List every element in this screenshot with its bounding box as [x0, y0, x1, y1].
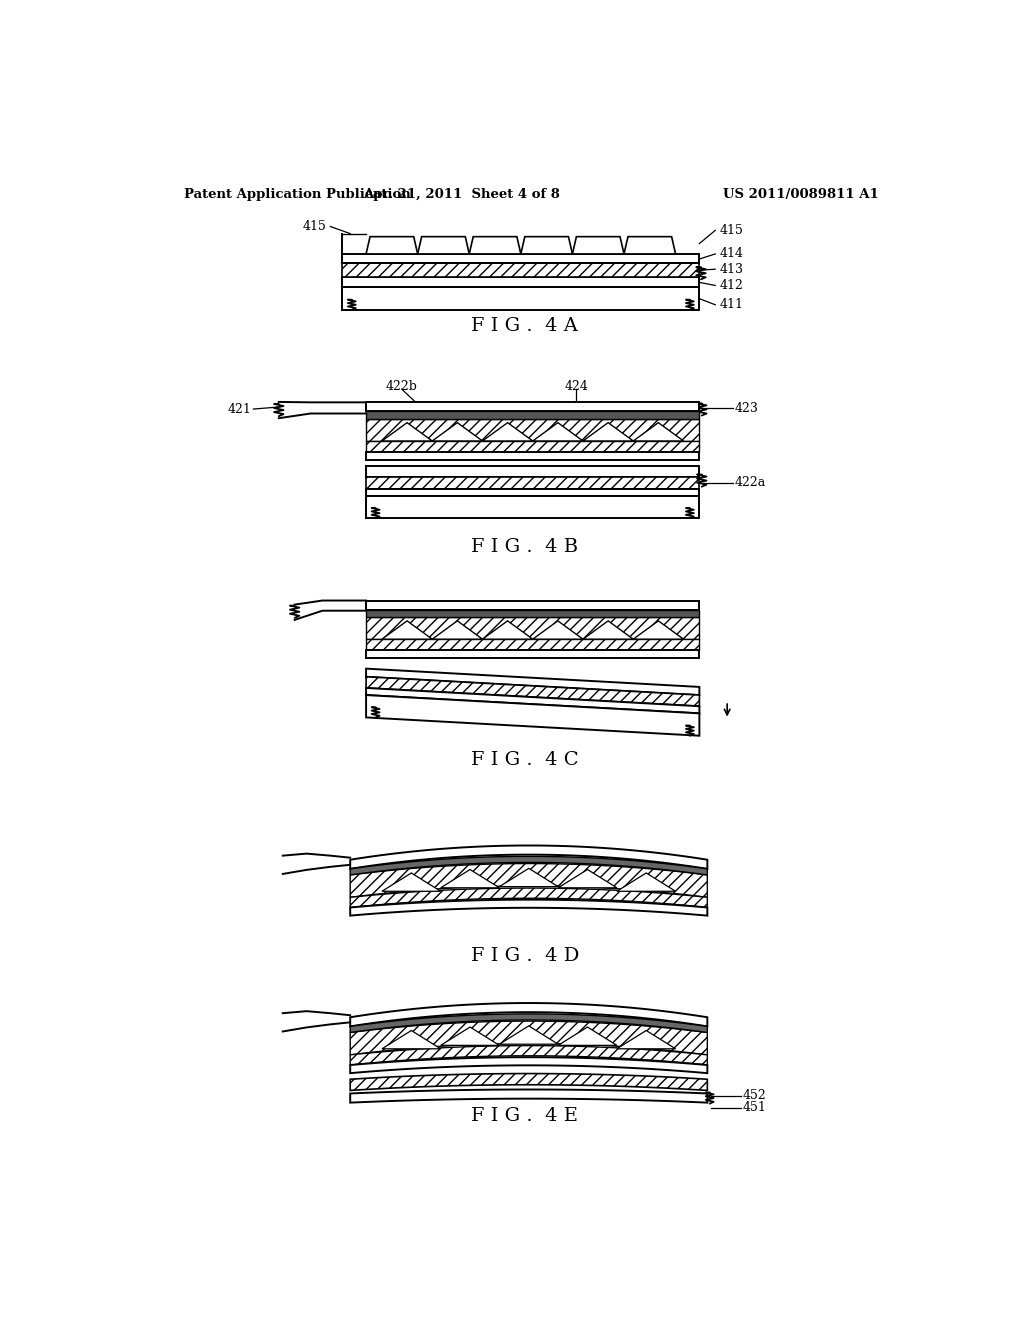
- Bar: [367, 616, 699, 639]
- Polygon shape: [558, 1027, 616, 1045]
- Polygon shape: [583, 422, 633, 441]
- Polygon shape: [350, 888, 708, 907]
- Polygon shape: [572, 236, 624, 253]
- Polygon shape: [367, 669, 699, 696]
- Bar: [367, 496, 699, 519]
- Bar: [367, 441, 699, 453]
- Text: F I G .  4 C: F I G . 4 C: [471, 751, 579, 770]
- Polygon shape: [469, 236, 521, 253]
- Bar: [342, 277, 699, 288]
- Polygon shape: [382, 873, 440, 891]
- Polygon shape: [500, 869, 558, 887]
- Polygon shape: [350, 1003, 708, 1027]
- Polygon shape: [350, 1057, 708, 1073]
- Polygon shape: [350, 1014, 708, 1032]
- Text: 452: 452: [743, 1089, 767, 1102]
- Text: 411: 411: [719, 298, 743, 312]
- Polygon shape: [616, 1031, 676, 1049]
- Text: F I G .  4 B: F I G . 4 B: [471, 537, 579, 556]
- Polygon shape: [521, 236, 572, 253]
- Bar: [367, 610, 699, 616]
- Polygon shape: [440, 870, 500, 888]
- Polygon shape: [350, 1089, 708, 1102]
- Polygon shape: [482, 422, 532, 441]
- Polygon shape: [624, 236, 676, 253]
- Polygon shape: [350, 857, 708, 875]
- Bar: [367, 601, 699, 610]
- Bar: [367, 477, 699, 488]
- Text: 414: 414: [719, 247, 743, 260]
- Text: F I G .  4 D: F I G . 4 D: [471, 948, 579, 965]
- Text: 423: 423: [735, 401, 759, 414]
- Polygon shape: [367, 688, 699, 713]
- Polygon shape: [350, 1045, 708, 1065]
- Bar: [342, 288, 699, 310]
- Polygon shape: [382, 422, 432, 441]
- Bar: [367, 418, 699, 441]
- Polygon shape: [440, 1027, 500, 1045]
- Text: 422b: 422b: [386, 380, 418, 392]
- Text: F I G .  4 E: F I G . 4 E: [471, 1107, 579, 1125]
- Polygon shape: [500, 1026, 558, 1044]
- Bar: [367, 488, 699, 496]
- Bar: [367, 403, 699, 412]
- Text: Apr. 21, 2011  Sheet 4 of 8: Apr. 21, 2011 Sheet 4 of 8: [362, 189, 560, 202]
- Bar: [342, 263, 699, 277]
- Text: 424: 424: [564, 380, 589, 392]
- Polygon shape: [350, 846, 708, 869]
- Text: 413: 413: [719, 263, 743, 276]
- Bar: [342, 253, 699, 263]
- Polygon shape: [482, 620, 532, 639]
- Polygon shape: [532, 422, 583, 441]
- Polygon shape: [558, 870, 616, 888]
- Text: US 2011/0089811 A1: US 2011/0089811 A1: [723, 189, 879, 202]
- Polygon shape: [350, 1022, 708, 1055]
- Bar: [367, 651, 699, 659]
- Polygon shape: [633, 422, 684, 441]
- Polygon shape: [583, 620, 633, 639]
- Polygon shape: [532, 620, 583, 639]
- Text: 412: 412: [719, 279, 743, 292]
- Polygon shape: [350, 900, 708, 916]
- Polygon shape: [633, 620, 684, 639]
- Polygon shape: [367, 696, 699, 735]
- Polygon shape: [616, 873, 676, 891]
- Bar: [367, 412, 699, 418]
- Bar: [367, 466, 699, 477]
- Text: 415: 415: [302, 220, 327, 234]
- Text: 451: 451: [743, 1101, 767, 1114]
- Polygon shape: [432, 422, 482, 441]
- Polygon shape: [432, 620, 482, 639]
- Polygon shape: [382, 1031, 440, 1049]
- Polygon shape: [350, 863, 708, 898]
- Bar: [367, 639, 699, 651]
- Text: F I G .  4 A: F I G . 4 A: [471, 317, 579, 335]
- Text: 421: 421: [227, 403, 251, 416]
- Bar: [367, 453, 699, 461]
- Text: Patent Application Publication: Patent Application Publication: [183, 189, 411, 202]
- Polygon shape: [367, 677, 699, 706]
- Polygon shape: [382, 620, 432, 639]
- Polygon shape: [418, 236, 469, 253]
- Text: 422a: 422a: [735, 477, 766, 490]
- Polygon shape: [367, 236, 418, 253]
- Text: 415: 415: [719, 224, 743, 236]
- Polygon shape: [350, 1073, 708, 1090]
